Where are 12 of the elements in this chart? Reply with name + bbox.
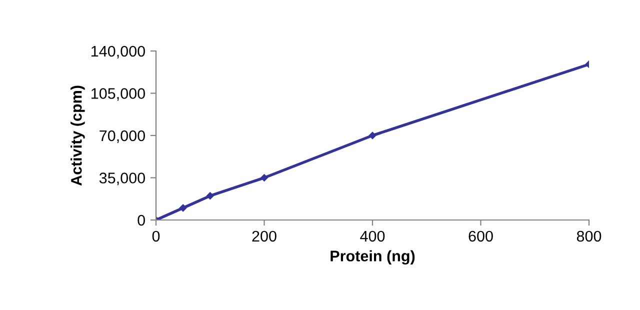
y-tick-label: 35,000	[99, 172, 145, 186]
y-tick-label: 105,000	[92, 88, 145, 101]
x-tick-label: 400	[360, 230, 385, 242]
x-tick-label: 800	[576, 230, 602, 242]
y-tick-label: 0	[138, 214, 145, 226]
x-tick-label: 600	[468, 230, 493, 242]
x-tick-label: 200	[252, 230, 276, 242]
y-tick-label: 140,000	[92, 46, 145, 58]
x-axis-title: Protein (ng)	[330, 250, 415, 265]
y-axis-title: Activity (cpm)	[70, 86, 85, 186]
x-tick-label: 0	[152, 230, 160, 242]
y-tick-label: 70,000	[100, 130, 145, 143]
